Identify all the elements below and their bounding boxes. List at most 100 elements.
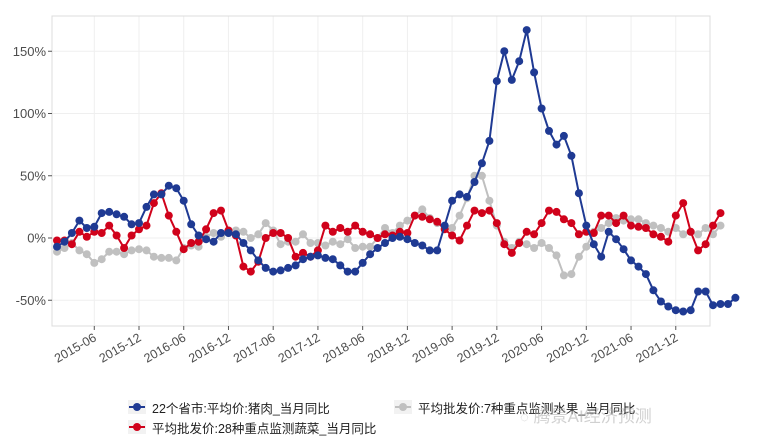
data-point	[582, 221, 591, 230]
data-series	[53, 26, 740, 316]
data-point	[291, 237, 300, 246]
data-point	[612, 219, 621, 228]
legend-marker-vegetable-icon	[128, 420, 146, 434]
y-tick-label: 0%	[27, 231, 46, 246]
data-point	[455, 236, 464, 245]
data-point	[217, 229, 225, 237]
data-point	[217, 206, 225, 215]
data-point	[522, 227, 531, 236]
data-point	[418, 241, 427, 250]
data-point	[299, 255, 307, 264]
data-point	[574, 189, 583, 198]
data-point	[477, 171, 486, 180]
data-point	[463, 192, 471, 201]
data-point	[425, 215, 434, 224]
data-point	[604, 211, 613, 220]
x-tick-label: 2016-06	[142, 330, 189, 365]
data-point	[366, 242, 375, 251]
data-point	[351, 221, 360, 230]
data-point	[597, 224, 606, 232]
data-point	[313, 251, 322, 260]
data-point	[694, 230, 703, 239]
data-point	[239, 227, 248, 236]
data-point	[246, 267, 255, 276]
data-point	[694, 246, 703, 255]
data-point	[127, 220, 136, 229]
data-point	[276, 240, 285, 249]
y-tick-label: 150%	[13, 44, 47, 59]
data-point	[336, 240, 345, 249]
y-tick-label: 100%	[13, 106, 47, 121]
data-point	[485, 196, 494, 205]
data-point	[381, 239, 389, 247]
data-point	[120, 250, 129, 259]
data-point	[388, 234, 397, 242]
data-point	[149, 199, 158, 208]
data-point	[440, 221, 449, 230]
data-point	[157, 253, 166, 262]
data-point	[634, 262, 643, 271]
data-point	[604, 219, 613, 228]
data-point	[552, 207, 561, 216]
data-point	[202, 225, 211, 234]
data-point	[425, 246, 434, 255]
data-point	[112, 231, 121, 240]
data-point	[224, 229, 233, 237]
data-point	[403, 229, 412, 237]
data-point	[463, 221, 471, 230]
y-tick-label: 50%	[20, 168, 46, 183]
data-point	[135, 219, 143, 228]
data-point	[90, 258, 99, 267]
data-point	[671, 211, 680, 220]
data-point	[135, 225, 143, 234]
data-point	[321, 253, 330, 262]
legend-item-fruit: 平均批发价:7种重点监测水果_当月同比	[394, 398, 635, 416]
data-point	[120, 212, 129, 221]
data-point	[172, 227, 181, 236]
data-point	[164, 211, 173, 220]
x-tick-label: 2016-12	[186, 330, 233, 365]
y-tick-label: -50%	[16, 293, 47, 308]
data-point	[410, 239, 419, 247]
data-point	[276, 266, 285, 275]
data-point	[269, 229, 278, 237]
data-point	[246, 234, 255, 242]
data-point	[202, 235, 211, 244]
data-point	[336, 261, 345, 270]
data-point	[366, 230, 375, 239]
data-point	[649, 221, 658, 230]
grid-lines	[52, 16, 710, 326]
data-point	[448, 231, 457, 240]
data-point	[321, 241, 330, 250]
series-line	[56, 174, 722, 277]
data-point	[328, 237, 337, 246]
data-point	[612, 235, 621, 244]
data-point	[142, 246, 151, 255]
data-point	[656, 297, 665, 306]
data-point	[351, 267, 360, 276]
data-point	[105, 207, 114, 216]
series-line	[56, 29, 737, 313]
data-point	[500, 47, 509, 56]
data-point	[716, 209, 725, 218]
data-point	[537, 239, 546, 247]
data-point	[530, 244, 539, 252]
data-point	[567, 219, 576, 228]
data-point	[358, 258, 367, 267]
data-point	[351, 244, 360, 252]
data-point	[433, 217, 442, 226]
data-point	[284, 263, 293, 272]
x-tick-label: 2017-12	[276, 330, 323, 365]
wechat-icon: ◌	[520, 409, 529, 426]
data-point	[403, 216, 412, 225]
data-point	[403, 235, 412, 244]
data-point	[433, 246, 442, 255]
data-point	[470, 206, 479, 215]
data-point	[701, 240, 710, 249]
data-point	[507, 248, 516, 257]
x-tick-label: 2019-06	[410, 330, 457, 365]
data-point	[649, 230, 658, 239]
data-point	[284, 234, 293, 242]
data-point	[455, 211, 464, 220]
data-point	[209, 209, 218, 218]
